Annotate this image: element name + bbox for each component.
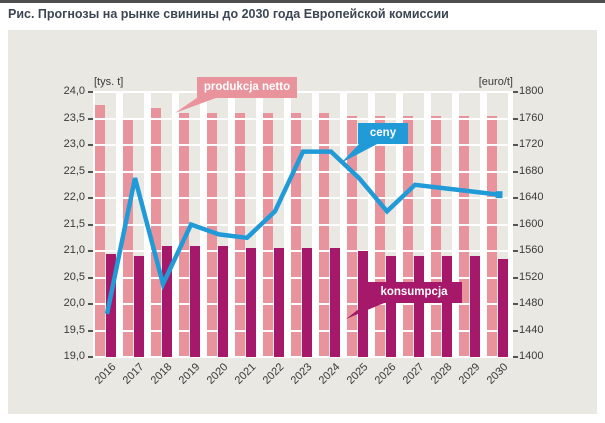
h-gridline <box>93 356 513 358</box>
produkcja-bar <box>291 113 301 357</box>
left-axis-tick-label: 19,0 <box>63 350 85 362</box>
left-axis-tick-label: 22,5 <box>63 164 85 177</box>
right-axis-tick-label: 1480 <box>519 297 544 309</box>
left-axis-tick-label: 23,5 <box>63 111 85 124</box>
left-axis-tick <box>88 91 93 93</box>
right-axis-tick <box>513 303 518 305</box>
left-axis-unit-label: [tys. t] <box>94 76 124 88</box>
konsumpcja-bar <box>386 256 396 357</box>
produkcja-bar <box>403 115 413 357</box>
produkcja-bar <box>431 115 441 357</box>
produkcja-bar <box>235 113 245 357</box>
h-gridline <box>93 170 513 173</box>
konsumpcja-bar <box>358 251 368 357</box>
konsumpcja-bar <box>218 245 228 357</box>
left-axis-tick-label: 22,0 <box>63 191 85 203</box>
right-axis-tick <box>513 356 518 358</box>
right-axis-tick-label: 1560 <box>519 244 544 256</box>
konsumpcja-bar <box>330 248 340 357</box>
produkcja-bar <box>263 113 273 357</box>
konsumpcja-bar <box>442 256 452 357</box>
right-axis-tick <box>513 117 518 120</box>
right-axis-unit-label: [euro/t] <box>478 76 513 88</box>
konsumpcja-bar <box>190 245 200 357</box>
callout-ceny: ceny <box>358 123 408 144</box>
right-axis-tick <box>513 250 518 252</box>
konsumpcja-bar <box>414 256 424 357</box>
right-axis-tick <box>513 144 518 146</box>
right-axis-tick-label: 1640 <box>519 191 544 203</box>
right-axis-tick-label: 1600 <box>519 217 544 230</box>
produkcja-bar <box>459 115 469 357</box>
h-gridline <box>93 197 513 199</box>
konsumpcja-bar <box>302 248 312 357</box>
h-gridline <box>93 91 513 93</box>
right-axis-tick <box>513 170 518 173</box>
konsumpcja-bar <box>134 256 144 357</box>
callout-konsumpcja: konsumpcja <box>366 282 462 303</box>
konsumpcja-bar <box>162 245 172 357</box>
right-axis-tick-label: 1760 <box>519 111 544 124</box>
konsumpcja-bar <box>498 258 508 357</box>
right-axis-tick-label: 1440 <box>519 323 544 336</box>
right-axis-tick-label: 1520 <box>519 270 544 283</box>
chart-title: Рис. Прогнозы на рынке свинины до 2030 г… <box>8 7 449 21</box>
right-axis-tick <box>513 223 518 226</box>
produkcja-bar <box>487 115 497 357</box>
right-axis-tick <box>513 329 518 332</box>
produkcja-bar <box>179 113 189 357</box>
left-axis-tick <box>88 303 93 305</box>
left-axis-tick <box>88 276 93 279</box>
produkcja-bar <box>375 115 385 357</box>
h-gridline <box>93 144 513 146</box>
left-axis-tick <box>88 250 93 252</box>
h-gridline <box>93 117 513 120</box>
h-gridline <box>93 223 513 226</box>
left-axis-tick <box>88 223 93 226</box>
konsumpcja-bar <box>106 253 116 357</box>
left-axis-tick-label: 20,5 <box>63 270 85 283</box>
left-axis-tick <box>88 197 93 199</box>
left-axis-tick <box>88 356 93 358</box>
produkcja-bar <box>207 113 217 357</box>
left-axis-tick-label: 23,0 <box>63 138 85 150</box>
left-axis-tick-label: 21,0 <box>63 244 85 256</box>
right-axis-tick <box>513 197 518 199</box>
right-axis-tick-label: 1720 <box>519 138 544 150</box>
right-axis-tick <box>513 276 518 279</box>
konsumpcja-bar <box>470 256 480 357</box>
right-axis-tick-label: 1680 <box>519 164 544 177</box>
konsumpcja-bar <box>274 248 284 357</box>
konsumpcja-bar <box>246 248 256 357</box>
produkcja-bar <box>347 115 357 357</box>
right-axis-tick-label: 1800 <box>519 85 544 97</box>
produkcja-bar <box>319 113 329 357</box>
produkcja-bar <box>95 105 105 357</box>
left-axis-tick <box>88 117 93 120</box>
produkcja-bar <box>123 118 133 357</box>
left-axis-tick-label: 19,5 <box>63 323 85 336</box>
left-axis-tick <box>88 170 93 173</box>
top-border <box>0 0 605 3</box>
left-axis-tick <box>88 329 93 332</box>
right-axis-tick-label: 1400 <box>519 350 544 362</box>
left-axis-tick-label: 24,0 <box>63 85 85 97</box>
left-axis-tick-label: 20,0 <box>63 297 85 309</box>
right-axis-tick <box>513 91 518 93</box>
callout-produkcja-netto: produkcja netto <box>197 77 297 98</box>
left-axis-tick <box>88 144 93 146</box>
left-axis-tick-label: 21,5 <box>63 217 85 230</box>
